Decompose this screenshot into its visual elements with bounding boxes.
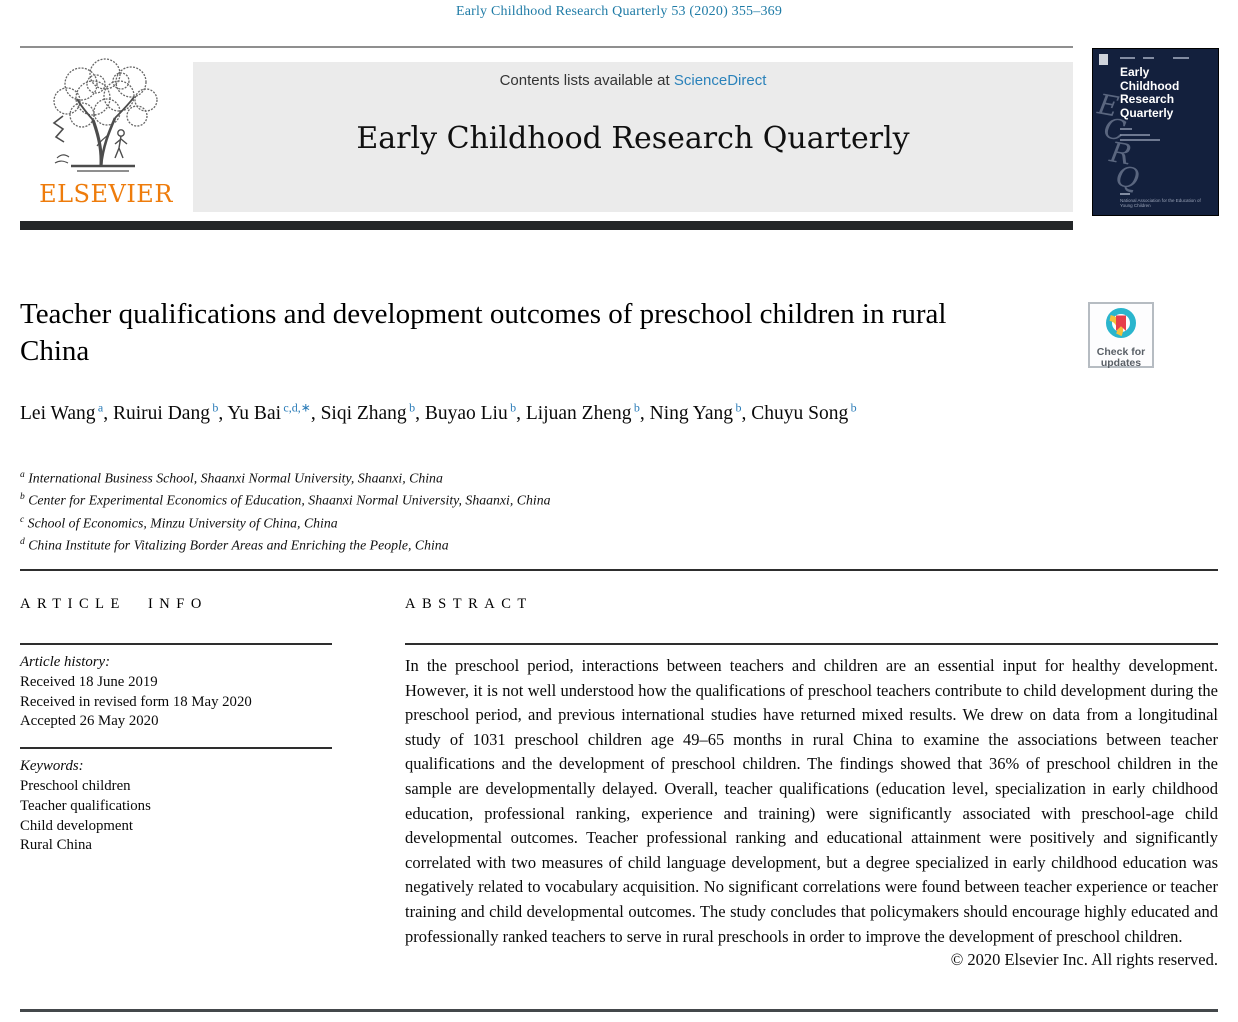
header-thick-rule [20,221,1073,230]
contents-line-text: Contents lists available at [499,72,674,89]
affiliation: d China Institute for Vitalizing Border … [20,533,1020,555]
article-title: Teacher qualifications and development o… [20,298,947,367]
affiliation-text: School of Economics, Minzu University of… [24,515,338,531]
article-info-column: ARTICLE INFO Article history: Received 1… [20,596,332,856]
keyword: Teacher qualifications [20,797,151,814]
keyword-lines: Preschool children Teacher qualifications… [20,777,332,856]
cover-association-logo [1120,193,1130,195]
affiliation-list: a International Business School, Shaanxi… [20,466,1020,556]
check-badge-label-line2: updates [1100,357,1142,369]
abstract-column: ABSTRACT In the preschool period, intera… [405,596,1218,970]
cover-meta-text [1143,57,1154,59]
keyword: Rural China [20,837,92,854]
article-history-label: Article history: [20,654,110,670]
cover-meta-text [1120,57,1135,59]
abstract-rule [405,643,1218,645]
author-name: Lijuan Zheng [525,402,632,424]
article-info-heading: ARTICLE INFO [20,596,208,612]
author: Buyao Liu b, [424,400,526,424]
author: Chuyu Song b [751,400,857,424]
abstract-text: In the preschool period, interactions be… [405,656,1218,946]
author-name: Ning Yang [649,402,734,424]
elsevier-tree-icon [52,58,158,172]
author-name: Chuyu Song [751,402,849,424]
cover-journal-title: Early Childhood Research Quarterly [1120,65,1180,120]
elsevier-wordmark: ELSEVIER [39,180,173,208]
affiliation: b Center for Experimental Economics of E… [20,488,1020,510]
author-name: Yu Bai [227,402,282,424]
author-list: Lei Wang a, Ruirui Dang b, Yu Bai c,d,∗,… [20,392,1065,429]
history-line: Accepted 26 May 2020 [20,713,159,730]
affiliation-superscript: d [20,537,25,548]
keywords-rule [20,747,332,750]
journal-cover-thumbnail: Early Childhood Research Quarterly E C R… [1092,48,1219,216]
check-for-updates-icon [1106,308,1136,338]
affiliation: c School of Economics, Minzu University … [20,511,1020,533]
author-superscript: b [733,400,742,414]
author-name: Siqi Zhang [320,402,407,424]
cover-publisher-mark [1099,54,1108,65]
author-superscript: b [848,400,857,414]
author: Yu Bai c,d,∗, [227,400,321,424]
page-bottom-rule [20,1009,1218,1012]
author: Ning Yang b, [649,400,752,424]
author-superscript: b [631,400,640,414]
affiliation-superscript: c [20,514,25,525]
author-superscript: b [406,400,416,414]
section-top-rule [20,569,1218,571]
affiliation-text: China Institute for Vitalizing Border Ar… [24,537,449,553]
article-info-rule [20,643,332,645]
cover-editor-text [1120,128,1132,130]
contents-line: Contents lists available at ScienceDirec… [193,72,1073,89]
history-line: Received in revised form 18 May 2020 [20,693,252,710]
keyword: Preschool children [20,777,131,794]
journal-citation: Early Childhood Research Quarterly 53 (2… [455,4,783,19]
affiliation-text: Center for Experimental Economics of Edu… [24,492,551,508]
author-superscript: b [507,400,517,414]
cover-editor-text [1120,139,1160,141]
cover-editor-text [1120,134,1150,136]
affiliation-text: International Business School, Shaanxi N… [24,470,443,486]
author-name: Buyao Liu [424,402,508,424]
author: Ruirui Dang b, [113,400,228,424]
author: Lijuan Zheng b, [525,400,650,424]
affiliation-superscript: a [20,470,25,480]
keyword: Child development [20,817,134,834]
check-for-updates-badge[interactable]: Check for updates [1088,302,1154,369]
journal-banner-title: Early Childhood Research Quarterly [356,121,910,156]
elsevier-logo: ELSEVIER [20,54,192,216]
history-line: Received 18 June 2019 [20,673,158,690]
author-superscript: b [209,400,219,414]
author-superscript: c,d,∗ [281,400,311,414]
affiliation-superscript: b [20,492,25,503]
author-superscript: a [95,400,104,414]
history-lines: Received 18 June 2019 Received in revised… [20,673,332,732]
check-badge-label-line1: Check for [1096,346,1146,358]
author-name: Lei Wang [20,402,96,424]
cover-meta-text [1173,57,1189,59]
cover-association-line: National Association for the Education o… [1120,198,1201,208]
sciencedirect-link[interactable]: ScienceDirect [673,72,767,89]
keywords-label: Keywords: [20,758,84,775]
author-name: Ruirui Dang [113,402,210,424]
author: Lei Wang a, [20,400,113,424]
header-top-rule [20,46,1073,48]
affiliation: a International Business School, Shaanxi… [20,466,1020,488]
copyright-line: © 2020 Elsevier Inc. All rights reserved… [950,950,1218,970]
author: Siqi Zhang b, [320,400,425,424]
journal-banner: Contents lists available at ScienceDirec… [193,62,1073,212]
abstract-heading: ABSTRACT [405,596,533,612]
